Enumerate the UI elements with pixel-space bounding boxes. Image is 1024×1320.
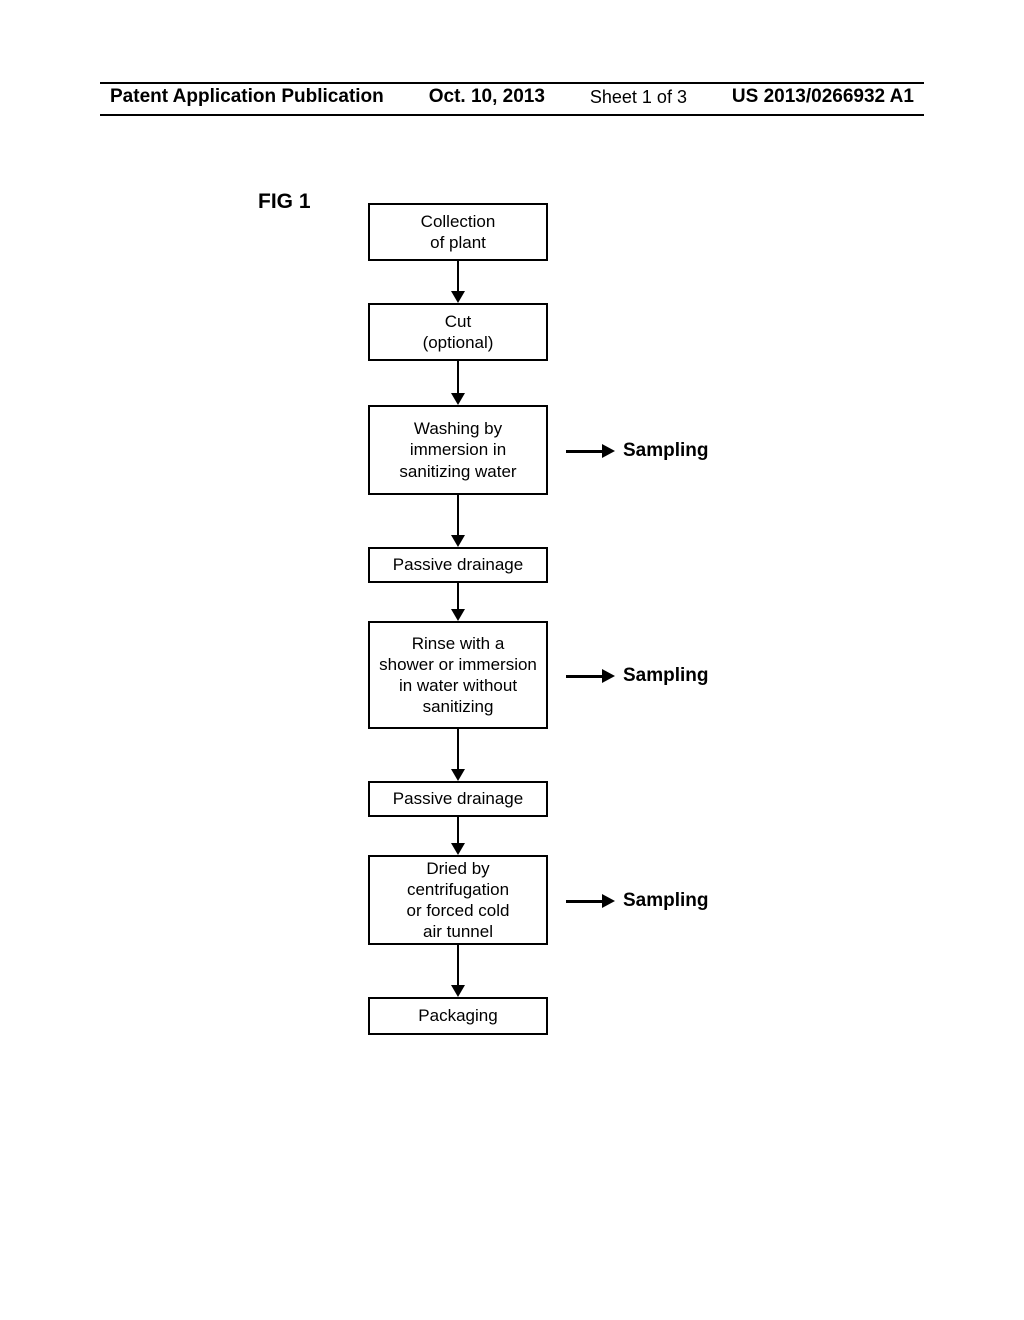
arrow-down-icon	[368, 495, 548, 547]
sampling-branch-n5: Sampling	[566, 665, 709, 687]
arrow-shaft	[566, 675, 602, 678]
rule-bottom	[100, 114, 924, 116]
arrow-down-icon	[368, 945, 548, 997]
arrow-down-icon	[368, 729, 548, 781]
flow-node-line: Passive drainage	[393, 554, 523, 575]
flow-node-line: or forced cold	[407, 900, 510, 921]
arrow-shaft	[457, 495, 460, 535]
arrow-head-icon	[602, 669, 615, 683]
arrow-head-icon	[451, 769, 465, 781]
flow-node-line: Passive drainage	[393, 788, 523, 809]
sampling-label: Sampling	[623, 665, 709, 687]
page-header: Patent Application Publication Oct. 10, …	[0, 86, 1024, 114]
arrow-down-icon	[368, 817, 548, 855]
sheet-number: Sheet 1 of 3	[590, 87, 687, 108]
flow-node-line: air tunnel	[423, 921, 493, 942]
flow-node-n3: Washing byimmersion insanitizing water	[368, 405, 548, 495]
flow-node-line: in water without	[399, 675, 517, 696]
page: Patent Application Publication Oct. 10, …	[0, 0, 1024, 1320]
figure-label: FIG 1	[258, 190, 311, 214]
flow-node-n1: Collectionof plant	[368, 203, 548, 261]
sampling-branch-n3: Sampling	[566, 440, 709, 462]
rule-top	[100, 82, 924, 84]
flow-node-n2: Cut(optional)	[368, 303, 548, 361]
arrow-shaft	[566, 900, 602, 903]
flow-node-line: (optional)	[423, 332, 494, 353]
arrow-shaft	[566, 450, 602, 453]
arrow-head-icon	[451, 985, 465, 997]
publication-label: Patent Application Publication	[110, 86, 384, 108]
flow-node-line: sanitizing water	[399, 461, 516, 482]
flow-node-line: of plant	[430, 232, 486, 253]
publication-number: US 2013/0266932 A1	[732, 86, 914, 108]
flow-node-n8: Packaging	[368, 997, 548, 1035]
arrow-shaft	[457, 361, 460, 393]
flow-node-line: Collection	[421, 211, 496, 232]
arrow-down-icon	[368, 261, 548, 303]
publication-date: Oct. 10, 2013	[429, 86, 545, 108]
arrow-head-icon	[451, 291, 465, 303]
arrow-shaft	[457, 729, 460, 769]
flow-node-line: Rinse with a	[412, 633, 505, 654]
flow-node-line: shower or immersion	[379, 654, 537, 675]
arrow-shaft	[457, 817, 460, 843]
arrow-head-icon	[451, 609, 465, 621]
flowchart: Collectionof plant Cut(optional) Washing b…	[368, 203, 548, 1035]
arrow-head-icon	[602, 894, 615, 908]
sampling-branch-n7: Sampling	[566, 890, 709, 912]
flow-node-n5: Rinse with ashower or immersionin water …	[368, 621, 548, 729]
arrow-head-icon	[451, 843, 465, 855]
flow-node-line: sanitizing	[423, 696, 494, 717]
arrow-shaft	[457, 261, 460, 291]
arrow-shaft	[457, 583, 460, 609]
arrow-down-icon	[368, 583, 548, 621]
flow-node-line: Dried by centrifugation	[378, 858, 538, 901]
flow-node-n4: Passive drainage	[368, 547, 548, 583]
flow-node-line: Washing by	[414, 418, 502, 439]
flow-node-line: Packaging	[418, 1005, 497, 1026]
arrow-head-icon	[451, 535, 465, 547]
flow-node-n7: Dried by centrifugationor forced coldair…	[368, 855, 548, 945]
flow-node-line: immersion in	[410, 439, 506, 460]
arrow-right-icon	[566, 444, 615, 458]
flow-node-line: Cut	[445, 311, 471, 332]
flow-node-n6: Passive drainage	[368, 781, 548, 817]
arrow-right-icon	[566, 894, 615, 908]
arrow-head-icon	[451, 393, 465, 405]
sampling-label: Sampling	[623, 440, 709, 462]
arrow-shaft	[457, 945, 460, 985]
arrow-down-icon	[368, 361, 548, 405]
arrow-right-icon	[566, 669, 615, 683]
arrow-head-icon	[602, 444, 615, 458]
sampling-label: Sampling	[623, 890, 709, 912]
